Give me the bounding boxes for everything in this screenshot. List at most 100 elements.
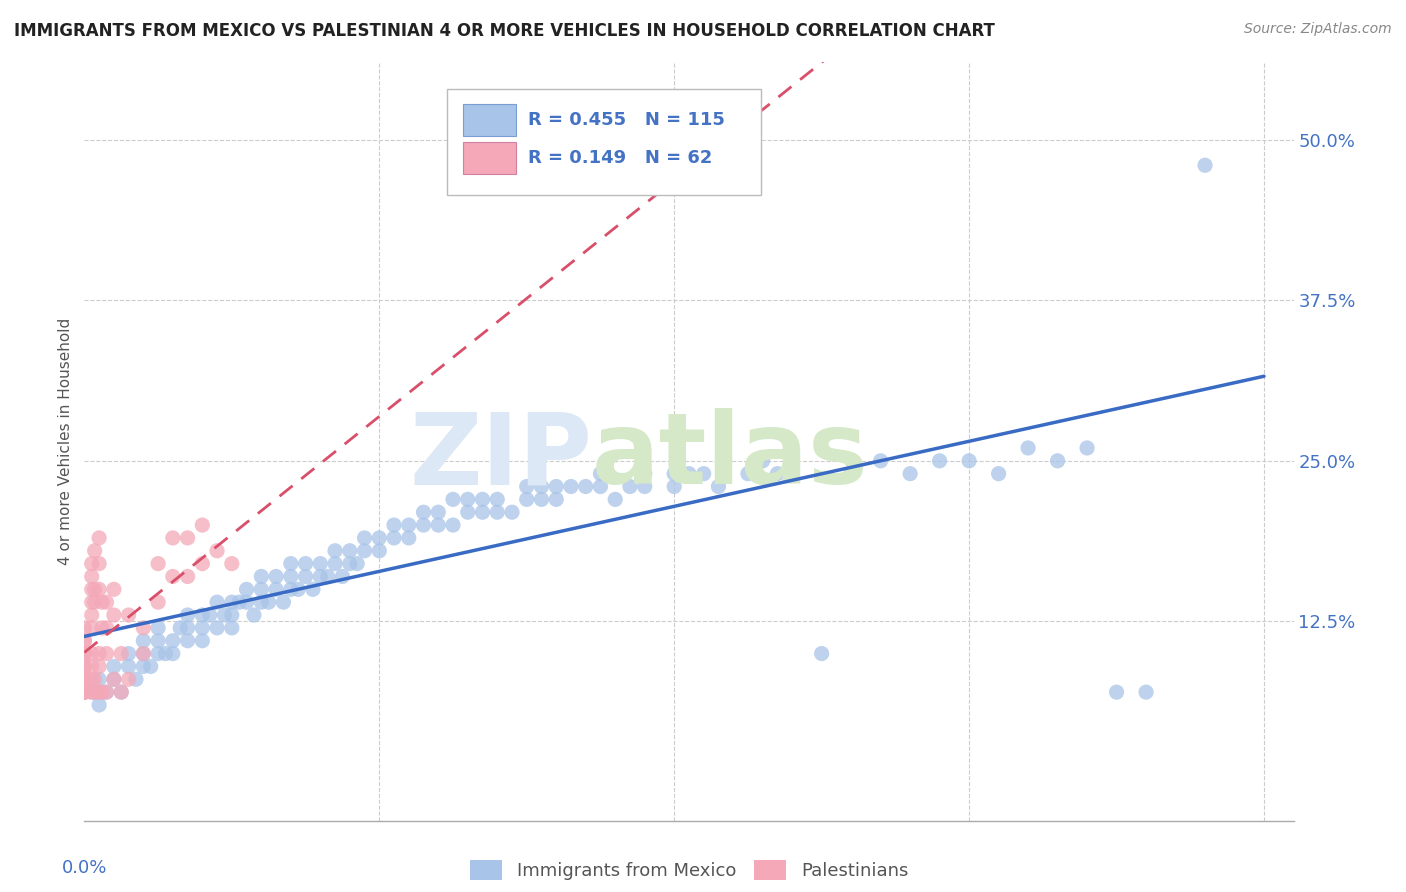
Point — [427, 518, 450, 533]
Point — [264, 569, 287, 583]
Point — [96, 685, 118, 699]
Point — [302, 582, 325, 597]
Point — [87, 582, 110, 597]
Point — [80, 673, 103, 687]
Point — [221, 621, 243, 635]
Point — [382, 518, 405, 533]
Point — [839, 467, 862, 481]
Point — [176, 633, 198, 648]
Point — [191, 607, 214, 622]
Point — [110, 685, 132, 699]
Point — [457, 492, 479, 507]
Point — [73, 621, 96, 635]
Point — [103, 673, 125, 687]
Point — [73, 673, 96, 687]
Point — [96, 621, 118, 635]
Point — [83, 673, 105, 687]
Point — [664, 479, 686, 493]
Point — [471, 505, 494, 519]
Point — [987, 467, 1010, 481]
Point — [1105, 685, 1128, 699]
Point — [441, 492, 464, 507]
Point — [80, 621, 103, 635]
Point — [117, 659, 139, 673]
Point — [191, 621, 214, 635]
Point — [250, 582, 273, 597]
Point — [516, 492, 538, 507]
Point — [132, 633, 155, 648]
Point — [117, 607, 139, 622]
Point — [73, 633, 96, 648]
Point — [780, 467, 803, 481]
Point — [634, 479, 657, 493]
Point — [96, 685, 118, 699]
Point — [73, 685, 96, 699]
Point — [146, 647, 169, 661]
FancyBboxPatch shape — [447, 89, 762, 195]
Point — [501, 505, 523, 519]
FancyBboxPatch shape — [463, 104, 516, 136]
Point — [87, 531, 110, 545]
Point — [294, 557, 316, 571]
Point — [368, 531, 391, 545]
Point — [176, 607, 198, 622]
Point — [928, 454, 950, 468]
Point — [73, 659, 96, 673]
Point — [664, 467, 686, 481]
Point — [353, 543, 375, 558]
Point — [80, 659, 103, 673]
Point — [619, 479, 641, 493]
Point — [316, 569, 339, 583]
Point — [589, 467, 612, 481]
Point — [84, 685, 107, 699]
Point — [83, 582, 105, 597]
Point — [546, 479, 568, 493]
Point — [91, 621, 114, 635]
Text: R = 0.455   N = 115: R = 0.455 N = 115 — [529, 112, 725, 129]
Point — [146, 595, 169, 609]
Point — [205, 621, 228, 635]
Point — [73, 633, 96, 648]
Point — [205, 543, 228, 558]
Point — [80, 685, 103, 699]
Point — [427, 505, 450, 519]
Point — [235, 595, 257, 609]
Point — [146, 557, 169, 571]
Point — [80, 595, 103, 609]
Point — [162, 647, 184, 661]
Point — [634, 467, 657, 481]
Point — [486, 505, 509, 519]
Legend: Immigrants from Mexico, Palestinians: Immigrants from Mexico, Palestinians — [463, 853, 915, 888]
Point — [73, 673, 96, 687]
Point — [751, 454, 773, 468]
Point — [205, 595, 228, 609]
Point — [87, 557, 110, 571]
Point — [191, 633, 214, 648]
Point — [707, 479, 730, 493]
Point — [766, 467, 789, 481]
Point — [471, 492, 494, 507]
Point — [146, 633, 169, 648]
Point — [339, 557, 361, 571]
Point — [457, 505, 479, 519]
Point — [486, 492, 509, 507]
Point — [221, 557, 243, 571]
Point — [309, 569, 332, 583]
Point — [589, 479, 612, 493]
Point — [516, 479, 538, 493]
Point — [412, 505, 434, 519]
Point — [80, 582, 103, 597]
Point — [221, 595, 243, 609]
Point — [869, 454, 891, 468]
Point — [110, 685, 132, 699]
Point — [176, 531, 198, 545]
Point — [339, 543, 361, 558]
Point — [243, 607, 266, 622]
Point — [323, 543, 346, 558]
Point — [235, 582, 257, 597]
Point — [412, 518, 434, 533]
Point — [191, 557, 214, 571]
Point — [191, 518, 214, 533]
Point — [103, 582, 125, 597]
Point — [575, 479, 598, 493]
